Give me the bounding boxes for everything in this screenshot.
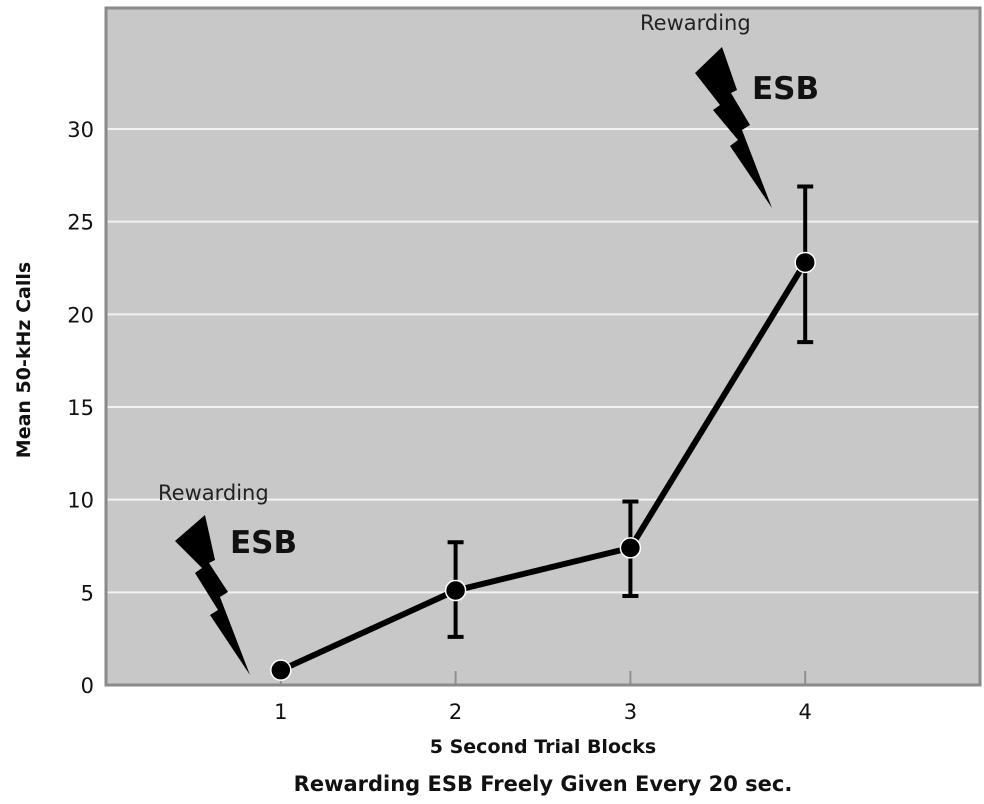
annotation-block-4: Rewarding ESB	[640, 11, 819, 208]
chart-subtitle: Rewarding ESB Freely Given Every 20 sec.	[294, 772, 793, 796]
annotation-4-small-label: Rewarding	[640, 11, 751, 35]
x-tick-label: 1	[274, 700, 287, 724]
series-line	[279, 260, 808, 673]
data-point	[270, 659, 292, 681]
x-tick-label: 3	[624, 700, 637, 724]
y-tick-labels: 0 5 10 15 20 25 30	[67, 118, 94, 698]
y-tick-label: 10	[67, 489, 94, 513]
plot-frame	[104, 6, 982, 687]
data-point	[794, 251, 816, 274]
annotation-block-1: Rewarding ESB	[158, 481, 297, 675]
y-tick-label: 0	[81, 674, 94, 698]
gridlines	[106, 128, 980, 594]
annotation-4-big-label: ESB	[752, 71, 819, 107]
x-tick-labels: 1 2 3 4	[274, 700, 812, 724]
data-point	[619, 537, 642, 559]
x-tick-label: 4	[799, 700, 812, 724]
x-axis-label: 5 Second Trial Blocks	[430, 736, 656, 758]
lightning-bolt-icon	[175, 515, 250, 675]
y-tick-label: 25	[67, 211, 94, 235]
y-axis-label: Mean 50-kHz Calls	[13, 262, 35, 458]
annotation-1-small-label: Rewarding	[158, 481, 269, 505]
plot-area	[106, 8, 980, 685]
lightning-bolt-icon	[695, 47, 772, 208]
y-tick-label: 30	[67, 118, 94, 142]
data-point	[444, 579, 467, 602]
annotation-1-big-label: ESB	[230, 525, 297, 561]
series-mean-calls	[270, 184, 816, 681]
x-tick-label: 2	[449, 700, 462, 724]
y-tick-label: 20	[67, 303, 94, 327]
y-tick-label: 15	[67, 396, 94, 420]
y-tick-label: 5	[81, 581, 94, 605]
